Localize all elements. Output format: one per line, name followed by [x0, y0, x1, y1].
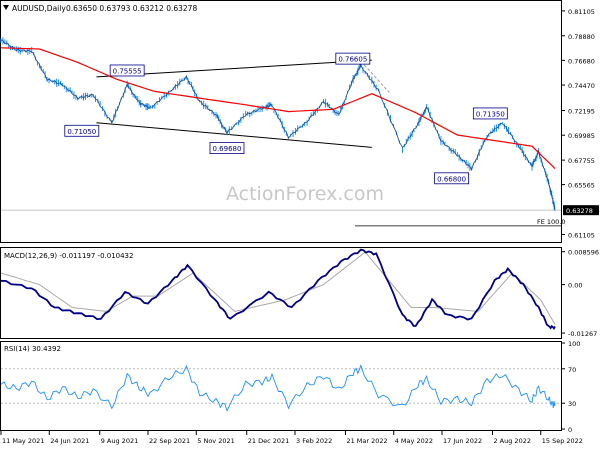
macd-y-tick-label: -0.01267 — [568, 330, 597, 338]
watermark: ActionForex.com — [226, 183, 384, 205]
moving-average-line — [0, 47, 556, 170]
annotation-label: 0.66800 — [437, 175, 466, 183]
annotation-0.75555: 0.75555 — [109, 64, 145, 77]
annotation-box — [434, 172, 470, 185]
annotation-label: 0.71050 — [67, 128, 96, 136]
annotation-label: 0.71350 — [476, 110, 505, 118]
annotation-0.66800: 0.66800 — [434, 172, 470, 185]
annotation-label: 0.76605 — [338, 56, 367, 64]
current-price-box — [563, 205, 599, 216]
x-tick-label: 2 Aug 2022 — [493, 437, 531, 445]
x-tick-label: 24 Jun 2021 — [50, 437, 89, 445]
rsi-y-tick-label: 70 — [568, 366, 576, 374]
channel-line-2 — [96, 122, 372, 148]
price-y-tick-label: 0.72195 — [568, 107, 595, 115]
price-y-ticks: 0.81105 0.78880 0.76680 0.74470 0.72195 0.699… — [561, 8, 595, 239]
price-y-tick-label: 0.65565 — [568, 182, 595, 190]
annotation-label: 0.69680 — [213, 145, 242, 153]
x-tick-label: 9 Aug 2021 — [101, 437, 139, 445]
x-tick-label: 15 Sep 2022 — [542, 437, 583, 445]
price-y-tick-label: 0.61105 — [568, 231, 595, 239]
x-tick-label: 5 Nov 2021 — [197, 437, 235, 445]
price-annotations: 0.75555 0.76605 0.71050 0.69680 0.71350 0.668… — [64, 52, 508, 185]
annotation-box — [109, 64, 145, 77]
rsi-y-ticks: 100 70 30 0 — [1, 340, 580, 434]
rsi-panel-frame — [0, 341, 562, 431]
macd-line — [0, 248, 556, 331]
price-y-tick-label: 0.67755 — [568, 157, 595, 165]
x-tick-label: 3 Feb 2022 — [296, 437, 332, 445]
annotation-0.76605: 0.76605 — [335, 52, 371, 65]
price-y-tick-label: 0.69985 — [568, 132, 595, 140]
x-axis: 11 May 2021 24 Jun 2021 9 Aug 2021 22 Sep 2… — [0, 431, 583, 445]
macd-y-tick-label: 0.00 — [568, 282, 582, 290]
x-tick-label: 21 Dec 2021 — [248, 437, 290, 445]
x-tick-label: 22 Sep 2021 — [149, 437, 190, 445]
rsi-title: RSI(14) 30.4392 — [4, 345, 61, 353]
rsi-y-tick-label: 0 — [568, 426, 572, 434]
x-tick-label: 17 Jun 2022 — [443, 437, 482, 445]
annotation-box — [209, 142, 245, 155]
macd-series — [0, 248, 556, 331]
macd-panel-frame — [0, 247, 562, 339]
symbol-label: AUDUSD,Daily — [12, 4, 66, 13]
macd-signal-line — [0, 251, 556, 325]
ohlc-label: 0.63650 0.63793 0.63212 0.63278 — [66, 4, 197, 13]
rsi-y-tick-label: 100 — [568, 340, 580, 348]
price-y-tick-label: 0.76680 — [568, 57, 595, 65]
x-tick-label: 11 May 2021 — [2, 437, 44, 445]
x-tick-label: 4 May 2022 — [395, 437, 433, 445]
price-close-line — [0, 39, 556, 211]
annotation-0.71350: 0.71350 — [472, 107, 508, 120]
annotation-0.69680: 0.69680 — [209, 142, 245, 155]
dropdown-triangle-icon[interactable] — [3, 5, 9, 10]
rsi-y-tick-label: 30 — [568, 400, 576, 408]
fe-label: FE 100.0 — [537, 218, 566, 226]
annotation-label: 0.75555 — [113, 67, 142, 75]
annotation-box — [64, 124, 100, 137]
macd-y-tick-label: 0.008596 — [568, 249, 599, 257]
price-y-tick-label: 0.81105 — [568, 8, 595, 16]
x-tick-label: 21 Mar 2022 — [346, 437, 387, 445]
price-y-tick-label: 0.74470 — [568, 82, 595, 90]
price-y-tick-label: 0.78880 — [568, 33, 595, 41]
current-price-label: 0.63278 — [566, 207, 593, 215]
price-series — [0, 37, 556, 211]
annotation-box — [472, 107, 508, 120]
macd-y-ticks: 0.008596 0.00 -0.01267 — [561, 249, 599, 338]
annotation-box — [335, 52, 371, 65]
annotation-0.71050: 0.71050 — [64, 124, 100, 137]
rsi-series — [0, 364, 556, 412]
guide-line — [360, 60, 390, 93]
macd-title: MACD(12,26,9) -0.011197 -0.010432 — [4, 252, 133, 260]
rsi-line — [0, 364, 556, 412]
